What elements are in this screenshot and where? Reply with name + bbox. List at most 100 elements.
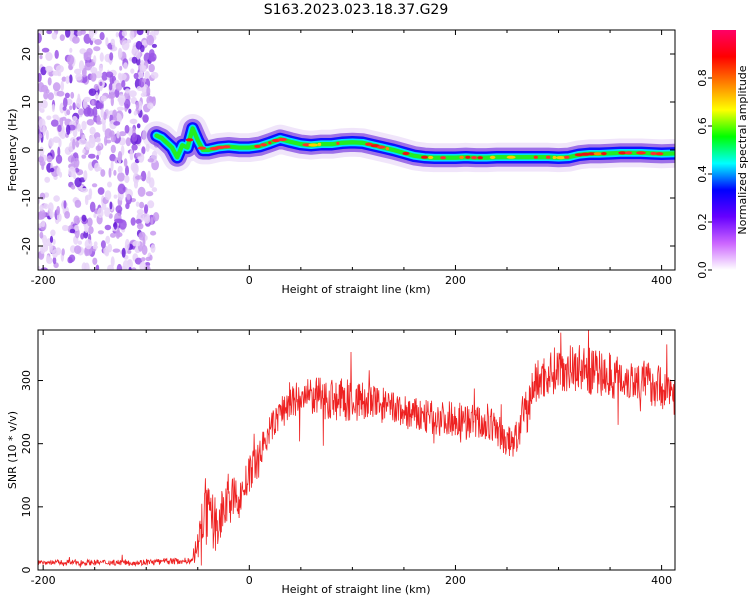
noise-speckle [135,218,142,225]
colorbar-tick-label: 0.2 [696,213,709,231]
noise-speckle [139,201,145,209]
noise-speckle [147,158,154,163]
noise-speckle [136,152,141,157]
noise-speckle [42,243,49,252]
noise-speckle [129,30,135,40]
noise-speckle [88,153,96,159]
noise-speckle [104,207,111,218]
noise-speckle [89,61,96,66]
noise-speckle [52,114,59,120]
noise-speckle [109,130,115,137]
spectrogram-peak [185,138,194,142]
noise-speckle [39,55,43,60]
noise-speckle [133,110,138,116]
noise-speckle [142,78,147,83]
spectrogram-peak [650,151,657,156]
noise-speckle [131,144,138,151]
noise-speckle [119,65,123,71]
noise-speckle [116,263,123,270]
noise-speckle [93,213,97,218]
noise-speckle [49,242,53,254]
noise-speckle [54,49,59,59]
noise-speckle [81,214,87,222]
spectrogram-y-tick-label: 0 [20,147,33,154]
noise-speckle [75,73,83,81]
noise-speckle [94,71,103,79]
spectrogram-peak [317,142,322,146]
noise-speckle [88,226,94,235]
noise-speckle [124,175,130,184]
noise-speckle [92,106,98,118]
snr-x-tick-label: -200 [31,574,56,587]
noise-speckle [82,99,88,109]
noise-speckle [52,249,58,258]
colorbar-tick-label: 0.8 [696,69,709,87]
noise-speckle [122,260,129,270]
noise-speckle [74,177,82,188]
noise-speckle [144,216,151,224]
spectrogram-peak [552,155,557,160]
noise-speckle [131,132,138,142]
spectrogram-peak [477,156,484,160]
noise-speckle [112,248,121,253]
noise-speckle [124,124,130,134]
noise-speckle [108,94,113,99]
noise-speckle [65,75,70,85]
noise-speckle [88,188,93,198]
noise-speckle [46,155,53,163]
noise-speckle [141,146,146,155]
noise-speckle [121,247,126,258]
noise-speckle [96,102,103,109]
noise-speckle [63,200,67,209]
noise-speckle [39,209,46,220]
spectrogram-peak [222,145,231,149]
noise-speckle [68,166,76,178]
spectrogram-peak [428,155,434,160]
noise-speckle [93,55,97,65]
noise-speckle [38,102,42,111]
noise-speckle [130,119,137,124]
noise-speckle [93,83,99,91]
noise-speckle [151,43,157,48]
snr-plot-area [38,330,675,568]
noise-speckle [91,99,95,106]
noise-speckle [152,96,156,107]
spectrogram-peak [655,152,664,156]
noise-speckle [77,93,81,103]
noise-speckle [47,92,54,101]
noise-speckle [146,30,150,36]
noise-speckle [92,244,98,250]
noise-speckle [142,114,149,123]
noise-speckle [147,200,155,209]
spectrogram-x-tick-label: 400 [651,274,672,287]
noise-speckle [52,238,56,245]
noise-speckle [76,31,83,36]
noise-speckle [38,156,44,163]
noise-speckle [109,74,114,85]
spectrogram-y-tick-label: -20 [20,237,33,255]
noise-speckle [139,261,147,270]
spectrogram-peak [268,141,272,145]
noise-speckle [118,94,126,105]
noise-speckle [51,104,56,112]
noise-speckle [135,40,143,50]
noise-speckle [94,39,102,45]
noise-speckle [140,257,146,262]
noise-speckle [99,31,105,41]
spectrogram-peak [260,143,268,147]
noise-speckle [55,154,63,164]
noise-speckle [107,243,113,253]
noise-speckle [38,196,41,205]
noise-speckle [108,167,112,178]
noise-speckle [130,217,136,226]
noise-speckle [78,60,85,71]
spectrogram-peak [618,151,627,155]
noise-speckle [62,224,69,232]
noise-speckle [40,99,48,109]
noise-speckle [96,154,100,160]
noise-speckle [121,30,128,37]
noise-speckle [68,64,73,70]
noise-speckle [84,223,89,233]
noise-speckle [40,267,48,270]
